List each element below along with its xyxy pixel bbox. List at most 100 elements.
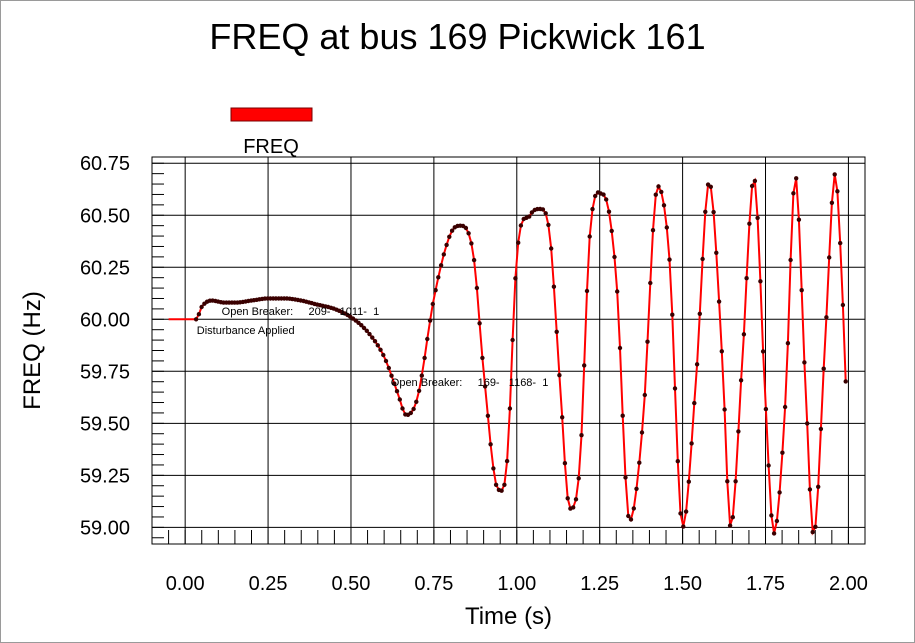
data-point: [571, 505, 576, 510]
data-point: [794, 176, 799, 181]
data-point: [397, 397, 402, 402]
data-point: [609, 228, 614, 234]
data-point: [551, 284, 557, 289]
data-point: [780, 450, 785, 455]
data-point: [620, 413, 625, 418]
data-point: [747, 221, 752, 226]
data-point: [394, 389, 400, 394]
data-point: [716, 299, 722, 304]
data-point: [664, 225, 669, 230]
x-tick-label: 2.00: [829, 573, 868, 595]
data-point: [697, 311, 702, 316]
y-tick-label: 59.75: [80, 361, 130, 383]
data-point: [433, 288, 438, 293]
annotation-label: Disturbance Applied: [197, 325, 295, 337]
data-point: [386, 365, 391, 371]
y-tick-label: 60.00: [80, 309, 130, 331]
data-point: [554, 329, 559, 334]
data-point: [639, 430, 645, 435]
y-tick-label: 59.00: [80, 517, 130, 539]
data-point: [587, 234, 592, 239]
data-point: [766, 463, 771, 468]
legend-swatch: [230, 107, 313, 122]
y-tick-label: 60.75: [80, 153, 130, 175]
data-point: [502, 482, 507, 487]
data-point: [516, 240, 521, 245]
data-point: [736, 429, 741, 434]
data-point: [441, 252, 446, 257]
data-point: [733, 479, 738, 484]
data-point: [518, 223, 524, 228]
data-point: [474, 285, 480, 291]
data-point: [444, 242, 449, 248]
x-tick-label: 0.50: [332, 573, 371, 595]
y-tick-label: 59.50: [80, 413, 130, 435]
data-point: [650, 228, 656, 233]
data-point: [367, 331, 372, 337]
data-point: [714, 250, 719, 255]
series-line-freq: [168, 174, 847, 536]
data-point: [196, 312, 202, 317]
data-point: [414, 399, 419, 404]
data-point: [449, 228, 455, 233]
data-point: [637, 460, 642, 465]
data-point: [626, 513, 631, 519]
data-point: [438, 263, 444, 268]
data-point: [606, 209, 612, 214]
x-tick-label: 0.75: [414, 573, 453, 595]
data-point: [675, 459, 680, 464]
data-point: [361, 325, 367, 331]
data-point: [573, 497, 579, 502]
data-point: [749, 183, 755, 189]
y-tick-label: 60.25: [80, 257, 130, 279]
data-point: [758, 279, 763, 284]
data-point: [730, 515, 735, 520]
data-point: [777, 490, 782, 495]
data-point: [670, 312, 675, 317]
data-point: [615, 289, 620, 294]
data-point: [840, 302, 846, 308]
data-point: [485, 413, 491, 418]
data-point: [466, 231, 471, 236]
data-point: [835, 189, 840, 194]
data-point: [604, 197, 609, 202]
data-point: [389, 373, 394, 378]
data-point: [816, 484, 821, 489]
x-tick-label: 0.25: [249, 573, 288, 595]
data-point: [791, 191, 796, 196]
data-point: [427, 318, 433, 323]
data-point: [447, 234, 452, 239]
data-point: [488, 442, 493, 447]
data-point: [480, 355, 485, 361]
data-point: [634, 486, 639, 491]
data-point: [683, 509, 689, 514]
data-point: [359, 323, 364, 328]
data-point: [546, 222, 551, 228]
data-point: [744, 276, 749, 281]
data-point: [659, 189, 664, 195]
data-point: [703, 209, 708, 214]
series-layer: [168, 172, 848, 536]
data-point: [562, 461, 568, 466]
chart-title: FREQ at bus 169 Pickwick 161: [209, 16, 706, 57]
data-point: [799, 288, 804, 293]
x-tick-label: 1.00: [497, 573, 536, 595]
data-point: [738, 378, 744, 383]
data-point: [829, 200, 835, 205]
data-point: [593, 193, 598, 199]
data-point: [193, 317, 199, 322]
data-point: [631, 506, 636, 511]
data-point: [653, 192, 658, 197]
data-point: [689, 441, 694, 446]
data-point: [796, 217, 802, 222]
data-point: [824, 315, 829, 320]
data-point: [557, 373, 562, 378]
data-point: [527, 214, 532, 219]
data-point: [741, 332, 747, 337]
data-point: [681, 524, 686, 529]
data-point: [584, 288, 590, 294]
data-point: [504, 458, 510, 464]
data-point: [719, 349, 724, 354]
data-point: [576, 476, 581, 481]
data-point: [667, 257, 672, 262]
